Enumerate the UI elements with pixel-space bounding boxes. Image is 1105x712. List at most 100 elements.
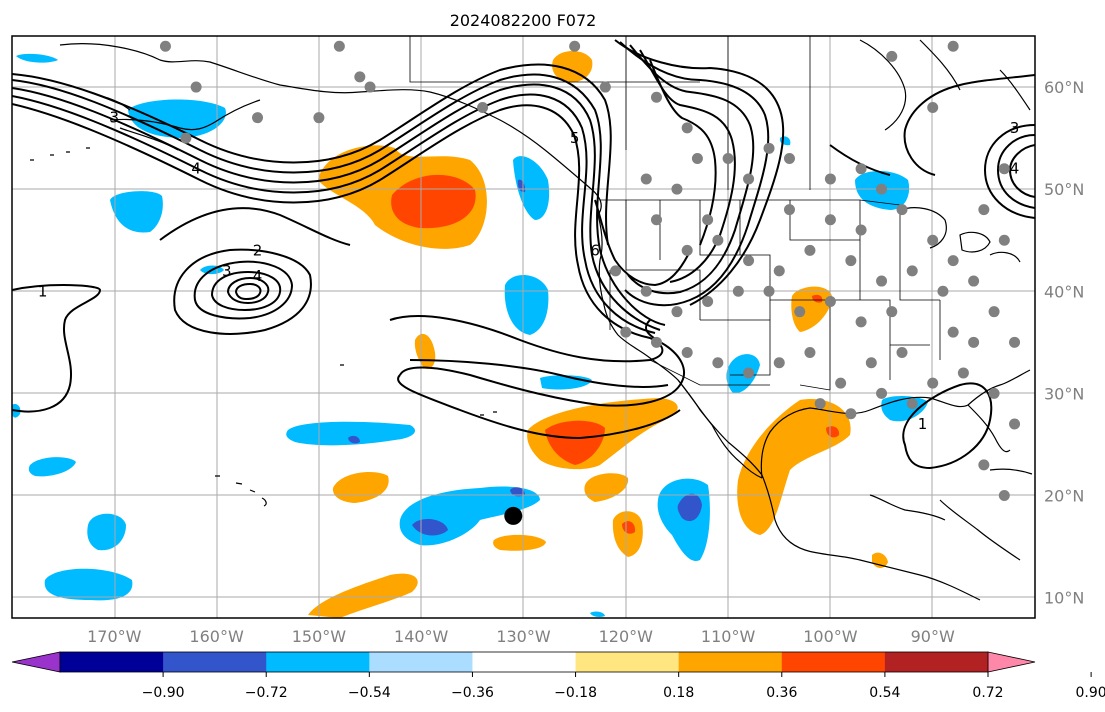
station-dot bbox=[998, 489, 1010, 501]
station-dot bbox=[681, 347, 693, 359]
colorbar-tick-label: −0.36 bbox=[451, 685, 494, 701]
lon-label: 140°W bbox=[394, 627, 449, 646]
station-dot bbox=[333, 40, 345, 52]
map-title: 2024082200 F072 bbox=[450, 11, 597, 30]
station-dot bbox=[906, 265, 918, 277]
colorbar-tick-label: 0.18 bbox=[663, 685, 694, 701]
station-dot bbox=[927, 234, 939, 246]
station-dot bbox=[650, 214, 662, 226]
station-dot bbox=[886, 306, 898, 318]
station-dot bbox=[927, 101, 939, 113]
station-dot bbox=[712, 357, 724, 369]
station-dot bbox=[773, 357, 785, 369]
contour-label: 6 bbox=[590, 241, 600, 259]
station-dot bbox=[783, 153, 795, 165]
contour-label: 3 bbox=[110, 109, 120, 127]
station-dot bbox=[845, 255, 857, 267]
station-dot bbox=[886, 50, 898, 62]
lon-label: 110°W bbox=[701, 627, 756, 646]
colorbar-segment bbox=[369, 652, 473, 672]
lon-label: 150°W bbox=[292, 627, 347, 646]
station-dot bbox=[313, 112, 325, 124]
station-dot bbox=[620, 326, 632, 338]
lat-label: 40°N bbox=[1044, 282, 1084, 301]
lon-label: 130°W bbox=[496, 627, 551, 646]
colorbar-segment bbox=[781, 652, 886, 672]
colorbar-segment bbox=[163, 652, 267, 672]
station-dot bbox=[180, 132, 192, 144]
station-dot bbox=[988, 387, 1000, 399]
station-dot bbox=[998, 163, 1010, 175]
station-dot bbox=[896, 204, 908, 216]
station-dot bbox=[671, 183, 683, 195]
station-dot bbox=[876, 183, 888, 195]
station-dot bbox=[763, 285, 775, 297]
station-dot bbox=[998, 234, 1010, 246]
colorbar-segment bbox=[266, 652, 370, 672]
lon-label: 100°W bbox=[803, 627, 858, 646]
latitude-labels: 60°N 50°N 40°N 30°N 20°N 10°N bbox=[1044, 78, 1084, 608]
station-dot bbox=[978, 459, 990, 471]
station-dot bbox=[773, 265, 785, 277]
station-dot bbox=[1009, 336, 1021, 348]
station-dot bbox=[783, 204, 795, 216]
station-dot bbox=[804, 244, 816, 256]
station-dot bbox=[876, 387, 888, 399]
station-dot bbox=[824, 173, 836, 185]
station-dot bbox=[364, 81, 376, 93]
station-dot bbox=[159, 40, 171, 52]
station-dot bbox=[947, 40, 959, 52]
coastlines bbox=[30, 39, 1033, 601]
station-dot bbox=[855, 163, 867, 175]
station-dot bbox=[610, 265, 622, 277]
station-dot bbox=[947, 326, 959, 338]
station-dot bbox=[824, 295, 836, 307]
station-dot bbox=[804, 347, 816, 359]
station-dot bbox=[968, 336, 980, 348]
station-dot bbox=[702, 214, 714, 226]
longitude-labels: 170°W 160°W 150°W 140°W 130°W 120°W 110°W 100°W… bbox=[87, 627, 955, 646]
station-dot bbox=[1009, 418, 1021, 430]
station-dot bbox=[835, 377, 847, 389]
station-dot bbox=[978, 204, 990, 216]
lon-label: 120°W bbox=[599, 627, 654, 646]
lat-label: 10°N bbox=[1044, 589, 1084, 608]
contour-label: 3 bbox=[1010, 119, 1020, 137]
colorbar-segment bbox=[60, 652, 164, 672]
station-dot bbox=[691, 153, 703, 165]
contour-label: 2 bbox=[253, 241, 263, 259]
station-dot bbox=[712, 234, 724, 246]
station-dot bbox=[855, 316, 867, 328]
station-dot bbox=[957, 367, 969, 379]
station-dot bbox=[743, 367, 755, 379]
station-dot bbox=[743, 173, 755, 185]
station-dot bbox=[650, 336, 662, 348]
map-gridlines bbox=[12, 36, 1035, 618]
height-contours bbox=[12, 39, 1035, 470]
lon-label: 160°W bbox=[189, 627, 244, 646]
station-dot bbox=[927, 377, 939, 389]
station-dot bbox=[845, 408, 857, 420]
station-dot bbox=[650, 91, 662, 103]
colorbar-tick-label: 0.72 bbox=[972, 685, 1003, 701]
map-frame bbox=[11, 35, 1036, 619]
colorbar-tick-label: 0.90 bbox=[1076, 685, 1105, 701]
station-dot bbox=[732, 285, 744, 297]
station-dot bbox=[947, 255, 959, 267]
colorbar-segment bbox=[575, 652, 680, 672]
station-dot bbox=[702, 295, 714, 307]
colorbar-tick-label: −0.18 bbox=[554, 685, 597, 701]
station-dot bbox=[671, 306, 683, 318]
colorbar-extend-low bbox=[11, 651, 61, 673]
anomaly-shading bbox=[12, 51, 928, 618]
colorbar-extend-high bbox=[987, 651, 1036, 673]
station-dot bbox=[906, 398, 918, 410]
contour-label: 4 bbox=[191, 160, 201, 178]
station-dot bbox=[640, 173, 652, 185]
colorbar-tick-label: 0.54 bbox=[869, 685, 900, 701]
contour-label: 4 bbox=[253, 267, 263, 285]
colorbar-tick-label: −0.54 bbox=[348, 685, 391, 701]
colorbar-tick-label: −0.72 bbox=[245, 685, 288, 701]
station-dot bbox=[865, 357, 877, 369]
